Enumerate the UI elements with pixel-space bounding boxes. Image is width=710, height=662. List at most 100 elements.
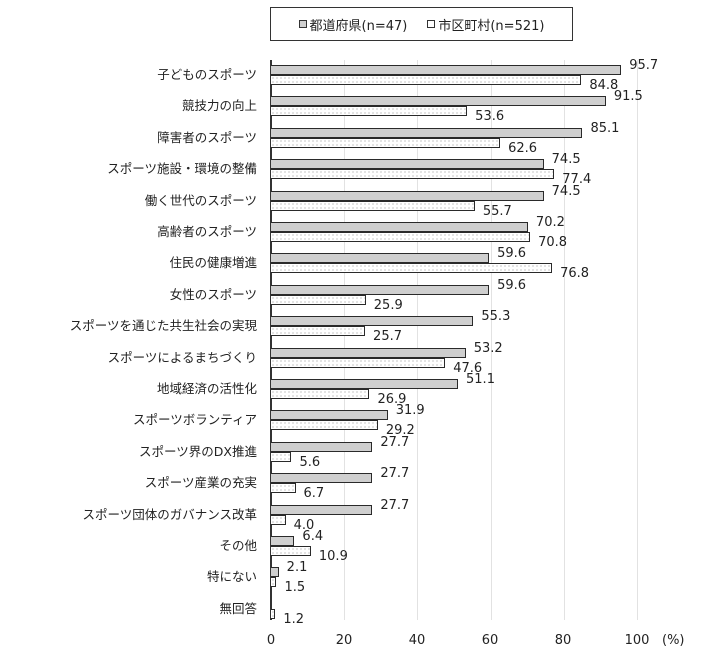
bar-prefectures: [271, 96, 606, 107]
bar-prefectures: [271, 222, 528, 232]
bar-municipalities: [271, 169, 555, 180]
gridline: [490, 60, 492, 620]
value-label: 51.1: [466, 372, 495, 387]
bar-prefectures: [271, 190, 544, 201]
bar-prefectures: [271, 65, 622, 75]
bar-municipalities: [271, 106, 468, 117]
bar-prefectures: [271, 284, 490, 295]
bar-prefectures: [271, 253, 490, 264]
value-label: 26.9: [377, 392, 407, 407]
category-label: 住民の健康増進: [169, 255, 257, 271]
bar-municipalities: [271, 514, 286, 525]
legend-item-municipalities: 市区町村(n=521): [427, 15, 544, 34]
bar-prefectures: [271, 536, 295, 546]
value-label: 2.1: [286, 560, 308, 576]
x-tick: 40: [408, 633, 426, 648]
bar-prefectures: [271, 347, 466, 358]
bar-municipalities: [271, 546, 311, 556]
value-label: 25.9: [373, 297, 403, 313]
legend-label-prefectures: 都道府県(n=47): [309, 18, 408, 34]
bar-municipalities: [271, 451, 292, 462]
value-label: 76.8: [560, 266, 590, 282]
category-label: 地域経済の活性化: [156, 381, 257, 396]
category-label: スポーツによるまちづくり: [107, 349, 257, 365]
category-label: スポーツ施設・環境の整備: [107, 161, 257, 177]
bar-municipalities: [271, 200, 475, 211]
category-label: スポーツ団体のガバナンス改革: [82, 506, 257, 522]
bar-municipalities: [271, 326, 366, 337]
value-label: 25.7: [373, 329, 402, 345]
value-label: 70.8: [538, 235, 568, 250]
bar-municipalities: [271, 232, 531, 242]
value-label: 5.6: [299, 454, 321, 470]
value-label: 95.7: [629, 58, 659, 73]
value-label: 74.5: [551, 152, 581, 168]
value-label: 77.4: [562, 172, 592, 188]
value-label: 31.9: [395, 403, 425, 419]
bar-prefectures: [271, 441, 373, 452]
value-label: 70.2: [535, 215, 565, 230]
x-tick: 60: [481, 633, 499, 648]
value-label: 91.5: [613, 89, 643, 105]
legend-item-prefectures: 都道府県(n=47): [298, 15, 408, 34]
value-label: 27.7: [380, 466, 410, 482]
category-label: 働く世代のスポーツ: [144, 192, 257, 208]
gridline: [563, 60, 565, 620]
category-label: 高齢者のスポーツ: [157, 224, 257, 239]
category-label: 障害者のスポーツ: [157, 129, 257, 145]
value-label: 6.4: [302, 529, 324, 544]
value-label: 27.7: [380, 497, 410, 513]
x-tick: 80: [554, 633, 572, 648]
category-label: スポーツ界のDX推進: [139, 443, 257, 459]
value-label: 1.5: [284, 580, 306, 596]
value-label: 55.7: [482, 203, 512, 219]
bar-prefectures: [271, 473, 373, 484]
bar-prefectures: [271, 567, 279, 578]
x-tick: 0: [266, 633, 276, 648]
category-label: 無回答: [219, 600, 257, 616]
bar-prefectures: [271, 379, 459, 389]
category-label: その他: [219, 538, 257, 553]
value-label: 10.9: [318, 549, 348, 564]
gridline: [637, 60, 638, 620]
category-label: 競技力の向上: [181, 98, 257, 114]
bar-municipalities: [271, 420, 378, 431]
x-axis-unit: (%): [662, 633, 685, 648]
legend-swatch-dotted-icon: [427, 20, 436, 28]
bar-prefectures: [271, 504, 373, 515]
category-label: 子どものスポーツ: [157, 67, 257, 82]
bar-municipalities: [271, 294, 366, 305]
bar-municipalities: [271, 483, 296, 494]
value-label: 6.7: [303, 486, 325, 502]
value-label: 53.6: [475, 109, 505, 125]
value-label: 85.1: [590, 120, 620, 136]
value-label: 47.6: [453, 360, 483, 376]
bar-municipalities: [271, 577, 277, 588]
category-label: 女性のスポーツ: [169, 286, 257, 302]
value-label: 53.2: [473, 340, 503, 356]
bar-prefectures: [271, 159, 544, 170]
bar-prefectures: [271, 127, 583, 138]
x-tick: 100: [624, 633, 650, 648]
category-label: スポーツを通じた共生社会の実現: [69, 318, 257, 334]
category-label: スポーツボランティア: [132, 412, 257, 428]
legend-label-municipalities: 市区町村(n=521): [438, 18, 545, 34]
value-label: 74.5: [551, 183, 581, 199]
bar-municipalities: [271, 389, 370, 399]
value-label: 1.2: [283, 611, 305, 627]
gridline: [344, 60, 346, 620]
chart-legend: 都道府県(n=47) 市区町村(n=521): [270, 7, 573, 41]
bar-municipalities: [271, 137, 501, 148]
value-label: 59.6: [497, 277, 527, 293]
legend-swatch-gray-icon: [298, 20, 307, 28]
y-axis-line: [270, 60, 272, 620]
bar-municipalities: [271, 608, 276, 619]
category-label: 特にない: [206, 569, 257, 585]
bar-prefectures: [271, 410, 388, 421]
value-label: 27.7: [380, 434, 410, 450]
x-tick: 20: [335, 633, 353, 648]
bar-municipalities: [271, 263, 553, 274]
category-label: スポーツ産業の充実: [144, 475, 257, 491]
value-label: 55.3: [481, 309, 511, 325]
